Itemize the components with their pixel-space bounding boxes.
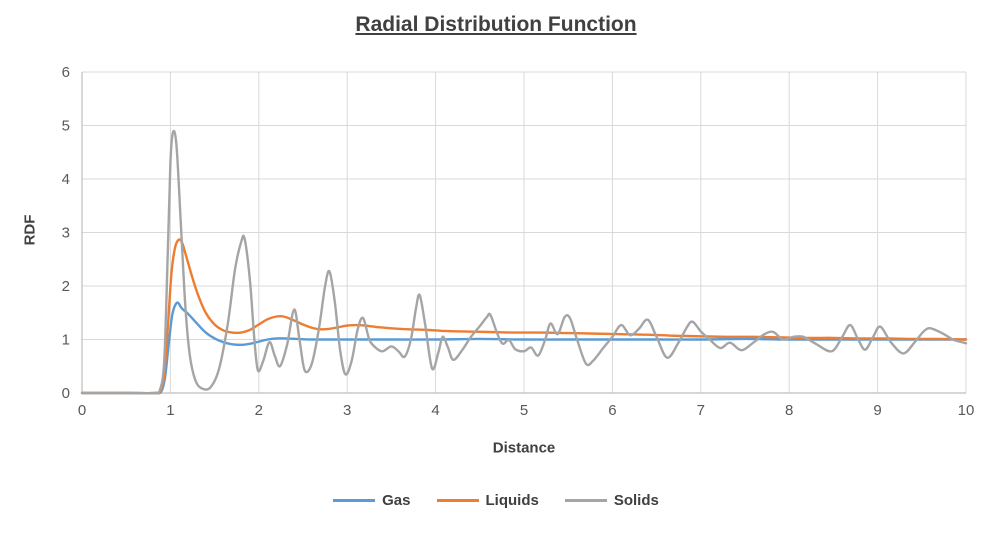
y-tick-label-5: 5: [62, 118, 70, 135]
x-tick-label-3: 3: [343, 402, 351, 419]
x-tick-label-2: 2: [255, 402, 263, 419]
y-tick-label-3: 3: [62, 225, 70, 242]
y-tick-label-6: 6: [62, 64, 70, 81]
series-line-solids: [80, 129, 968, 395]
x-tick-label-1: 1: [166, 402, 174, 419]
x-tick-label-0: 0: [78, 402, 86, 419]
series-line-gas: [80, 301, 968, 395]
legend: Gas Liquids Solids: [0, 492, 992, 509]
y-tick-label-1: 1: [62, 332, 70, 349]
legend-item-liquids[interactable]: Liquids: [436, 492, 539, 509]
x-tick-label-4: 4: [431, 402, 439, 419]
x-tick-label-7: 7: [697, 402, 705, 419]
chart-title: Radial Distribution Function: [355, 13, 637, 36]
legend-label-gas: Gas: [382, 492, 411, 509]
solids-line-swatch: [564, 499, 607, 502]
y-tick-label-0: 0: [62, 385, 70, 402]
x-tick-label-8: 8: [785, 402, 793, 419]
y-tick-label-2: 2: [62, 278, 70, 295]
y-tick-label-4: 4: [62, 171, 70, 188]
y-axis-title: RDF: [21, 214, 39, 246]
x-tick-label-6: 6: [608, 402, 616, 419]
legend-item-gas[interactable]: Gas: [333, 492, 411, 509]
legend-item-solids[interactable]: Solids: [564, 492, 659, 509]
legend-label-liquids: Liquids: [485, 492, 539, 509]
gas-line-swatch: [333, 499, 376, 502]
liquids-line-swatch: [436, 499, 479, 502]
x-tick-label-5: 5: [520, 402, 528, 419]
x-axis-title: Distance: [492, 439, 556, 457]
x-tick-label-10: 10: [958, 402, 975, 419]
legend-label-solids: Solids: [613, 492, 659, 509]
x-tick-label-9: 9: [873, 402, 881, 419]
